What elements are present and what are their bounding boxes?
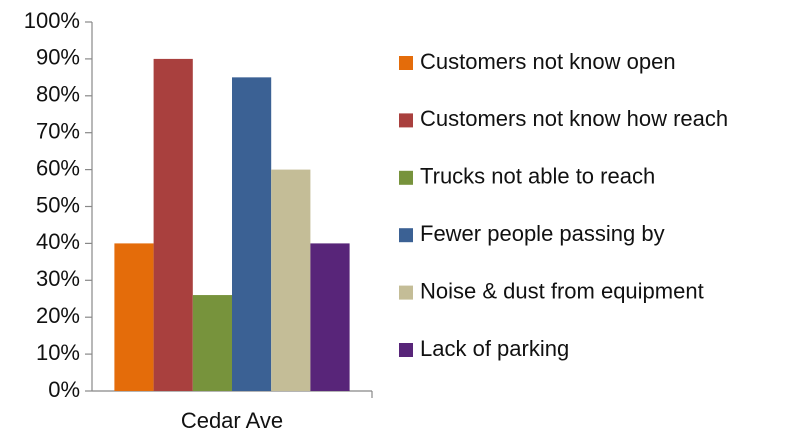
y-tick-label: 10%: [36, 340, 80, 365]
bar: [310, 243, 350, 391]
legend-swatch: [399, 228, 413, 243]
legend-label: Noise & dust from equipment: [420, 278, 704, 303]
legend-label: Customers not know open: [420, 49, 676, 74]
legend-swatch: [399, 343, 413, 357]
bar: [114, 243, 154, 391]
y-tick-label: 60%: [36, 155, 80, 180]
y-tick-label: 80%: [36, 82, 80, 107]
y-tick-label: 70%: [36, 119, 80, 144]
legend-swatch: [399, 56, 413, 70]
legend-label: Customers not know how reach: [420, 106, 728, 131]
legend-label: Lack of parking: [420, 336, 569, 361]
bar: [271, 169, 311, 391]
legend-swatch: [399, 285, 413, 300]
bar: [153, 58, 193, 392]
y-tick-label: 30%: [36, 266, 80, 291]
y-tick-label: 40%: [36, 229, 80, 254]
y-tick-label: 100%: [24, 8, 80, 33]
bar: [192, 295, 232, 391]
x-tick-label: Cedar Ave: [181, 408, 283, 433]
y-tick-label: 50%: [36, 192, 80, 217]
bar: [232, 77, 272, 391]
y-tick-label: 0%: [48, 377, 80, 402]
legend-label: Trucks not able to reach: [420, 164, 655, 189]
y-tick-label: 90%: [36, 45, 80, 70]
legend-swatch: [399, 170, 413, 185]
legend-swatch: [399, 113, 413, 128]
legend-label: Fewer people passing by: [420, 221, 665, 246]
y-tick-label: 20%: [36, 303, 80, 328]
